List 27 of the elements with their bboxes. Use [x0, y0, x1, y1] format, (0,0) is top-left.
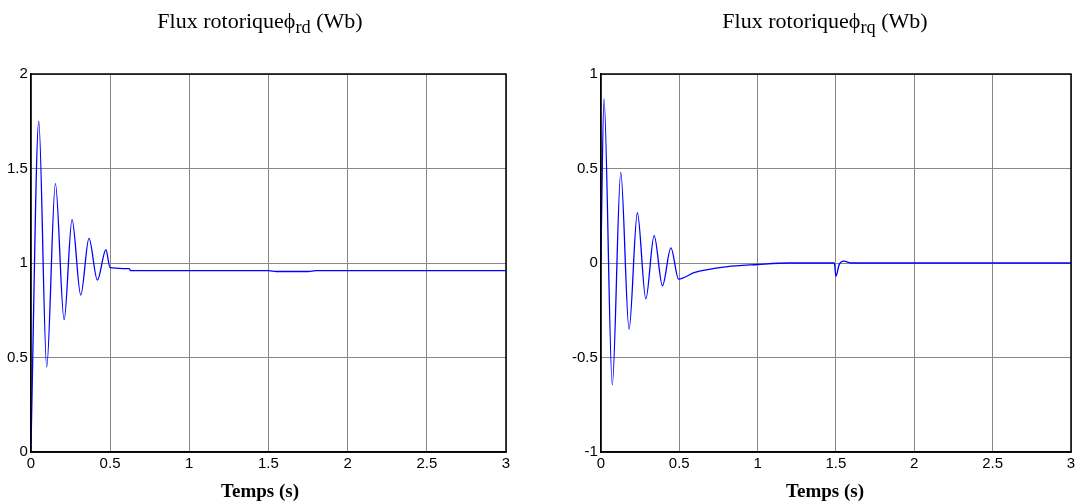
x-axis-title: Temps (s) [785, 480, 865, 502]
x-tick-label: 2.5 [416, 454, 438, 472]
x-tick-label: 3 [501, 454, 511, 472]
x-tick-label: 2.5 [982, 454, 1004, 472]
y-tick-label: 2 [19, 64, 28, 82]
x-tick-label: 2 [343, 454, 352, 472]
y-tick-label: -1 [584, 442, 598, 460]
y-tick-label: 1 [589, 64, 598, 82]
line-series [600, 97, 1071, 386]
chart-title: Flux rotoriqueϕ$_{rq}$ (Wb) [721, 8, 929, 39]
x-tick-label: 1.5 [258, 454, 279, 472]
y-tick-label: 1.5 [6, 158, 28, 176]
x-axis-title: Temps (s) [220, 480, 300, 502]
x-tick-label: 1.5 [825, 454, 847, 472]
x-tick-label: 0.5 [99, 454, 121, 472]
y-tick-label: 0 [19, 442, 28, 460]
x-tick-label: 2 [910, 454, 919, 472]
x-tick-label: 1 [185, 454, 194, 472]
y-tick-label: 0.5 [6, 347, 28, 365]
x-tick-label: 0.5 [668, 454, 690, 472]
x-tick-label: 1 [753, 454, 762, 472]
chart-title: Flux rotoriqueϕ$_{rd}$ (Wb) [156, 8, 364, 39]
x-tick-label: 3 [1066, 454, 1076, 472]
y-tick-label: -0.5 [571, 347, 598, 365]
y-tick-label: 0.5 [576, 158, 598, 176]
y-tick-label: 0 [589, 253, 598, 271]
y-tick-label: 1 [19, 253, 28, 271]
